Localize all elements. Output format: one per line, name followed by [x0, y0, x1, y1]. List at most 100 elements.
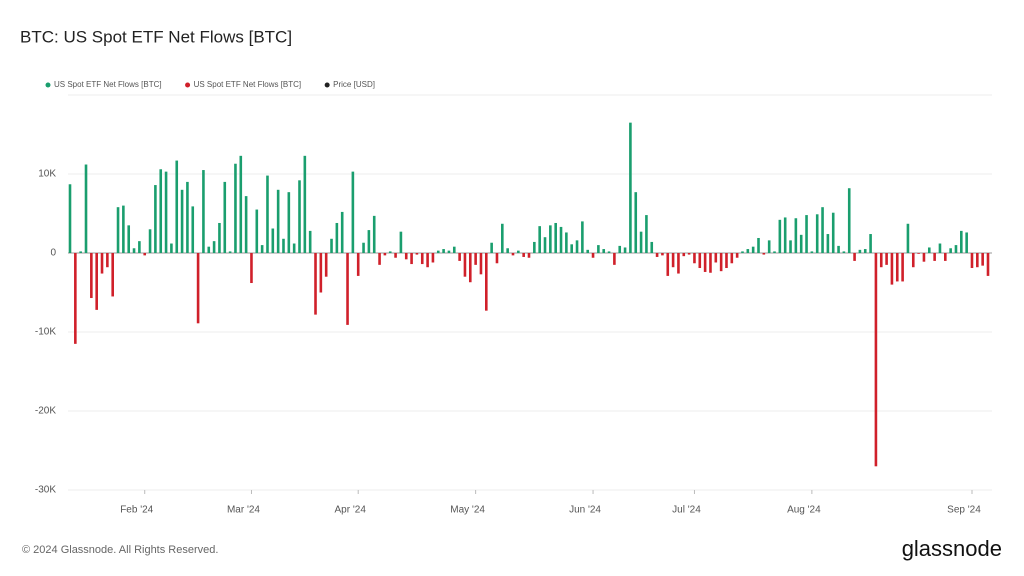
- bar: [639, 231, 643, 253]
- bar: [709, 253, 712, 273]
- bar: [661, 253, 664, 256]
- bar: [388, 251, 392, 253]
- bar: [965, 232, 968, 253]
- bar: [479, 253, 483, 275]
- bar: [645, 215, 648, 253]
- bar: [944, 253, 947, 261]
- bar: [308, 230, 312, 253]
- bar: [922, 253, 926, 262]
- bar: [68, 184, 72, 253]
- legend-marker: [45, 82, 51, 88]
- bar: [549, 225, 552, 253]
- bar: [154, 185, 157, 253]
- bar: [543, 237, 547, 253]
- bar: [714, 253, 718, 263]
- bar: [885, 253, 888, 265]
- bar: [655, 253, 659, 257]
- bar: [351, 171, 355, 253]
- bar: [810, 251, 814, 253]
- bar: [180, 189, 184, 253]
- bar: [202, 170, 205, 253]
- y-tick-label: -10K: [35, 327, 56, 338]
- bar: [404, 253, 408, 260]
- bar: [218, 222, 221, 253]
- bar: [730, 253, 734, 264]
- bar: [468, 253, 472, 283]
- bar: [789, 240, 792, 253]
- bar: [260, 245, 264, 253]
- bar: [314, 253, 317, 315]
- bar: [143, 253, 147, 256]
- bar: [597, 245, 600, 253]
- x-tick-label: Feb '24: [120, 505, 153, 516]
- bar: [506, 248, 509, 253]
- bar: [895, 253, 899, 282]
- bar: [501, 223, 504, 253]
- bar: [522, 253, 525, 257]
- bar: [415, 253, 419, 255]
- bar: [90, 253, 93, 299]
- bar: [911, 253, 915, 268]
- bar: [671, 253, 675, 268]
- bar: [442, 249, 445, 253]
- bar: [976, 253, 979, 268]
- y-tick-label: -30K: [35, 485, 56, 496]
- bar: [271, 228, 275, 253]
- bar: [474, 253, 477, 265]
- legend-marker: [324, 82, 330, 88]
- bar: [906, 223, 910, 253]
- bar: [436, 250, 440, 253]
- bar: [116, 207, 120, 253]
- bar: [485, 253, 488, 311]
- bar: [917, 253, 920, 254]
- bar: [821, 207, 824, 253]
- bar: [276, 189, 280, 253]
- bar: [783, 217, 787, 253]
- bar: [773, 251, 776, 253]
- bar: [826, 234, 830, 253]
- bar: [303, 155, 307, 253]
- bar: [890, 253, 894, 285]
- legend-label: US Spot ETF Net Flows [BTC]: [194, 80, 302, 89]
- y-tick-label: 10K: [38, 169, 56, 180]
- copyright: © 2024 Glassnode. All Rights Reserved.: [22, 544, 218, 556]
- x-tick-label: May '24: [450, 505, 485, 516]
- bar: [837, 245, 840, 253]
- brand-logo: glassnode: [902, 536, 1002, 561]
- bar: [805, 215, 808, 253]
- bar: [602, 249, 606, 253]
- bar: [725, 253, 728, 269]
- bar: [517, 250, 520, 253]
- bar: [426, 253, 429, 268]
- bar: [127, 225, 131, 253]
- bar: [95, 253, 98, 310]
- bar: [447, 250, 451, 253]
- legend-marker: [185, 82, 191, 88]
- bar: [591, 253, 595, 258]
- bar: [170, 243, 173, 253]
- bar: [362, 242, 365, 253]
- bar: [799, 234, 803, 253]
- bar: [394, 253, 397, 258]
- bar: [458, 253, 461, 261]
- bar: [420, 253, 424, 265]
- bar: [629, 122, 632, 254]
- bar: [746, 249, 750, 253]
- x-tick-label: Jun '24: [569, 505, 601, 516]
- bar: [879, 253, 883, 268]
- bar: [938, 243, 942, 253]
- bar: [954, 245, 958, 253]
- bar: [570, 244, 573, 253]
- bar: [282, 238, 285, 253]
- bar: [212, 241, 216, 253]
- bar: [554, 222, 557, 253]
- bar: [719, 253, 723, 272]
- bar: [981, 253, 984, 266]
- bar: [228, 251, 232, 253]
- x-tick-label: Aug '24: [787, 505, 821, 516]
- bar: [186, 181, 189, 253]
- chart-title: BTC: US Spot ETF Net Flows [BTC]: [20, 27, 292, 46]
- bar: [148, 229, 152, 253]
- bar: [234, 163, 237, 253]
